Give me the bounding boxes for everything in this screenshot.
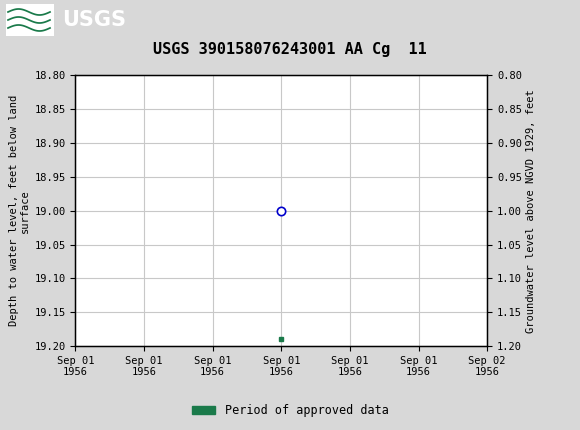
FancyBboxPatch shape	[6, 4, 54, 36]
Legend: Period of approved data: Period of approved data	[187, 399, 393, 422]
Text: USGS 390158076243001 AA Cg  11: USGS 390158076243001 AA Cg 11	[153, 42, 427, 57]
Y-axis label: Groundwater level above NGVD 1929, feet: Groundwater level above NGVD 1929, feet	[526, 89, 536, 332]
Text: USGS: USGS	[62, 10, 126, 30]
Y-axis label: Depth to water level, feet below land
surface: Depth to water level, feet below land su…	[9, 95, 30, 326]
